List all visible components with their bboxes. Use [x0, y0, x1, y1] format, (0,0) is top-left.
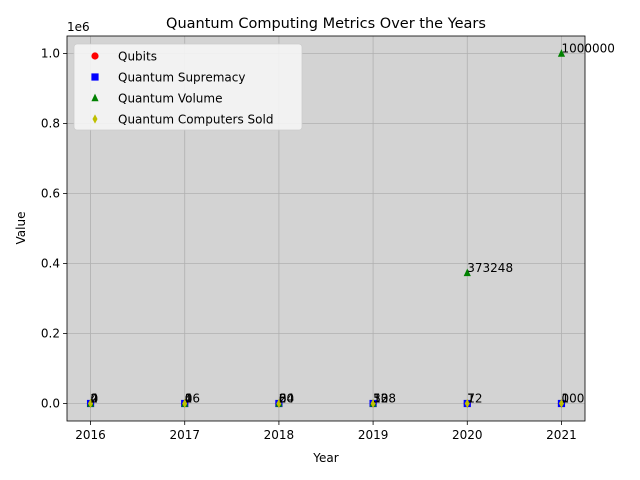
data-label: 64 [279, 391, 294, 405]
data-label: 16 [185, 391, 200, 405]
data-label: 0 [279, 392, 287, 406]
quantum-computers-sold-point [558, 398, 564, 409]
x-tick-label: 2019 [358, 428, 389, 442]
legend-label-qubits: Qubits [118, 50, 157, 64]
y-tick-label: 1.0 [41, 47, 60, 61]
y-axis-label: Value [14, 212, 28, 245]
x-tick-label: 2016 [75, 428, 106, 442]
data-label: 8 [279, 391, 287, 405]
grid [67, 36, 585, 421]
data-label: 0 [185, 392, 193, 406]
data-label: 2 [91, 391, 99, 405]
data-label: 7 [467, 391, 475, 405]
y-tick-label: 0.8 [41, 117, 60, 131]
data-label: 100 [561, 391, 584, 405]
x-tick-label: 2017 [169, 428, 200, 442]
legend-marker-quantum-supremacy [91, 73, 99, 81]
data-label: 53 [373, 391, 388, 405]
data-label: 4 [91, 391, 99, 405]
data-label: 1 [467, 391, 475, 405]
data-label: 30 [373, 391, 388, 405]
legend: Qubits Quantum Supremacy Quantum Volume Qua… [73, 43, 303, 131]
data-label: 1 [373, 391, 381, 405]
x-axis-label: Year [312, 451, 338, 465]
data-label: 20 [279, 391, 294, 405]
x-tick-label: 2020 [452, 428, 483, 442]
y-axis-offset-label: 1e6 [67, 20, 90, 34]
data-label: 0 [91, 392, 99, 406]
quantum-computers-sold-point [370, 398, 376, 409]
data-label: 373248 [467, 261, 513, 275]
x-tick-label: 2018 [264, 428, 295, 442]
x-tick-label: 2021 [546, 428, 577, 442]
data-label: 1 [561, 391, 569, 405]
y-tick-label: 0.0 [41, 397, 60, 411]
legend-label-quantum-computers-sold: Quantum Computers Sold [118, 113, 273, 127]
quantum-computers-sold-point [276, 398, 282, 409]
data-label: 4 [185, 391, 193, 405]
data-label: 72 [467, 391, 482, 405]
legend-label-quantum-volume: Quantum Volume [118, 92, 222, 106]
quantum-volume-point [557, 49, 566, 57]
y-axis-ticks: 0.0 0.2 0.4 0.6 0.8 1.0 [41, 47, 67, 411]
quantum-computers-sold-point [182, 398, 188, 409]
quantum-computers-sold-point [464, 398, 470, 409]
quantum-computers-sold-point [88, 398, 94, 409]
legend-box [73, 43, 303, 131]
legend-label-quantum-supremacy: Quantum Supremacy [118, 71, 245, 85]
y-tick-label: 0.6 [41, 187, 60, 201]
data-label: 0 [185, 392, 193, 406]
data-label: 1000000 [561, 42, 614, 56]
chart-title: Quantum Computing Metrics Over the Years [166, 16, 486, 32]
data-label: 128 [373, 391, 396, 405]
legend-marker-quantum-computers-sold [92, 114, 98, 124]
legend-marker-quantum-volume [91, 93, 99, 102]
x-axis-ticks: 2016 2017 2018 2019 2020 2021 [75, 421, 577, 442]
quantum-volume-point [463, 268, 471, 277]
y-tick-label: 0.4 [41, 257, 60, 271]
y-tick-label: 0.2 [41, 327, 60, 341]
data-points [86, 49, 566, 409]
data-label: 0 [561, 392, 569, 406]
legend-marker-qubits [91, 52, 99, 60]
plot-frame [66, 35, 586, 422]
data-label: 0 [91, 392, 99, 406]
